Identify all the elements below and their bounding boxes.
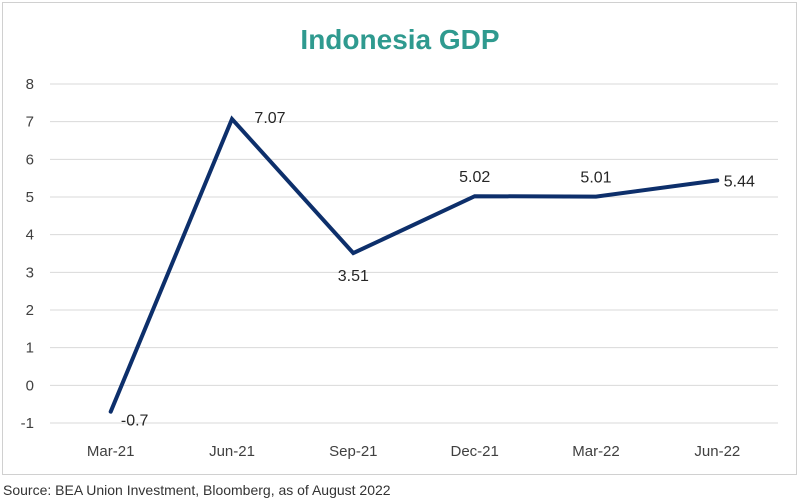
x-tick-label: Jun-22 [694, 443, 740, 460]
data-label: 5.01 [580, 170, 611, 187]
chart-title: Indonesia GDP [300, 24, 500, 55]
y-tick-label: 3 [26, 264, 34, 281]
y-tick-label: 5 [26, 189, 34, 206]
y-tick-label: 0 [26, 377, 34, 394]
x-tick-label: Mar-21 [87, 443, 135, 460]
data-label: 3.51 [338, 268, 369, 285]
x-tick-label: Jun-21 [209, 443, 255, 460]
data-label: 5.44 [724, 173, 755, 190]
y-tick-label: 8 [26, 76, 34, 93]
y-tick-label: -1 [21, 415, 34, 432]
chart-frame [2, 2, 797, 475]
line-chart: -1 0 1 2 3 4 5 6 7 8 Mar-21 Jun-21 Sep-21 Dec-21 Mar-2… [21, 76, 778, 460]
y-tick-label: 6 [26, 151, 34, 168]
y-tick-label: 7 [26, 114, 34, 131]
data-label: -0.7 [121, 413, 149, 430]
x-tick-label: Dec-21 [450, 443, 498, 460]
data-label: 7.07 [254, 110, 285, 127]
source-note: Source: BEA Union Investment, Bloomberg,… [3, 482, 391, 498]
gdp-series-line [108, 115, 720, 414]
y-tick-label: 2 [26, 302, 34, 319]
data-label: 5.02 [459, 169, 490, 186]
y-tick-label: 1 [26, 340, 34, 357]
x-tick-label: Sep-21 [329, 443, 377, 460]
x-tick-label: Mar-22 [572, 443, 620, 460]
y-tick-label: 4 [26, 227, 34, 244]
